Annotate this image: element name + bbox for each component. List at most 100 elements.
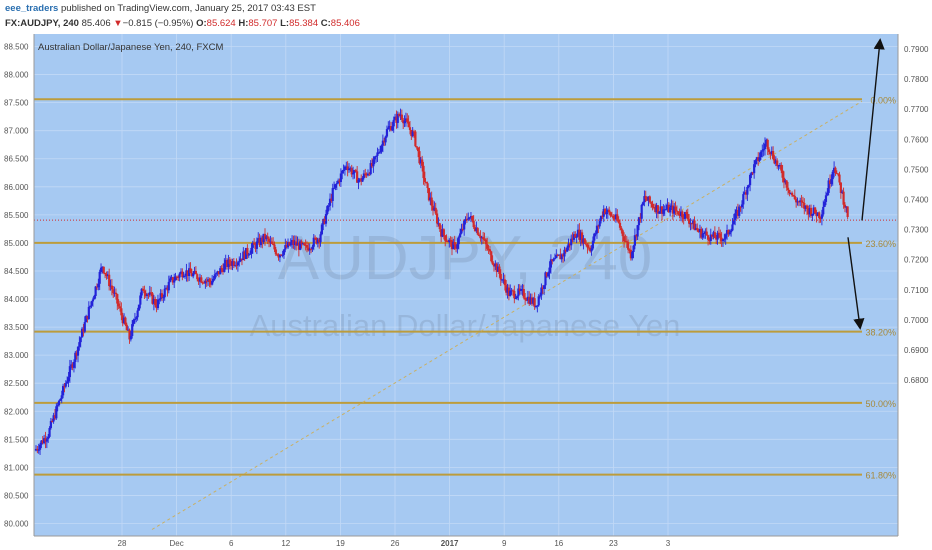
candle-body xyxy=(284,245,287,250)
fibonacci-levels[interactable]: 0.00% 23.60% 38.20% 50.00% 61.80% xyxy=(34,95,896,481)
price-chart[interactable]: AUDJPY, 240 Australian Dollar/Japanese Y… xyxy=(0,34,932,550)
candle-body xyxy=(536,305,539,307)
candle-body xyxy=(399,114,402,116)
candle-body xyxy=(746,186,749,195)
right-axis-panel xyxy=(898,34,932,550)
candle-body xyxy=(444,235,447,241)
time-axis[interactable]: 28 Dec 6 12 19 26 2017 9 16 23 3 xyxy=(34,535,898,550)
left-price-axis[interactable]: 88.500 88.000 87.500 87.000 86.500 86.000 85.5… xyxy=(4,34,35,536)
candle-body xyxy=(51,420,54,422)
right-axis-tick-label: 0.7200 xyxy=(904,256,929,265)
symbol-watermark: AUDJPY, 240 Australian Dollar/Japanese Y… xyxy=(250,224,681,343)
candle-body xyxy=(415,146,418,148)
candle-body xyxy=(675,210,679,212)
candle-body xyxy=(151,293,154,304)
time-axis-tick-label: Dec xyxy=(169,539,183,548)
candle-body xyxy=(289,242,292,246)
author-link[interactable]: eee_traders xyxy=(5,3,59,14)
left-axis-tick-label: 82.500 xyxy=(4,379,29,388)
candle-body xyxy=(498,266,501,274)
candle-body xyxy=(450,240,454,250)
candle-body xyxy=(681,211,684,218)
candle-body xyxy=(594,233,597,235)
chart-header: eee_traders published on TradingView.com… xyxy=(0,0,932,34)
candle-body xyxy=(396,113,399,123)
candle-body xyxy=(201,282,204,284)
candle-body xyxy=(790,192,794,196)
candle-body xyxy=(560,254,563,260)
candle-body xyxy=(215,273,218,275)
time-axis-tick-label: 2017 xyxy=(441,539,459,548)
candle-body xyxy=(120,308,123,316)
low-value: 85.384 xyxy=(289,18,319,29)
candle-body xyxy=(299,241,302,250)
candle-body xyxy=(231,261,234,266)
candle-body xyxy=(510,290,513,292)
candle-body xyxy=(625,241,628,243)
candle-body xyxy=(627,242,630,250)
candle-body xyxy=(235,265,238,267)
candle-body xyxy=(599,215,603,222)
candle-body xyxy=(232,261,235,266)
time-axis-tick-label: 19 xyxy=(336,539,345,548)
candle-body xyxy=(74,352,77,362)
candle-body xyxy=(692,220,695,224)
right-price-axis[interactable]: 0.7900 0.7800 0.7700 0.7600 0.7500 0.7400 0.73… xyxy=(897,34,929,536)
candle-body xyxy=(349,168,352,170)
symbol-label[interactable]: FX:AUDJPY, 240 xyxy=(5,18,79,29)
time-axis-tick-label: 16 xyxy=(554,539,563,548)
candle-body xyxy=(670,205,673,208)
candle-body xyxy=(568,243,571,246)
candle-body xyxy=(538,295,542,297)
candle-body xyxy=(467,218,470,220)
candle-body xyxy=(166,287,169,291)
candle-body xyxy=(314,237,317,239)
candle-body xyxy=(453,241,456,245)
left-axis-tick-label: 85.000 xyxy=(4,239,29,248)
candle-body xyxy=(643,196,646,203)
candle-body xyxy=(292,239,295,245)
candle-body xyxy=(152,299,155,304)
candle-body xyxy=(206,279,210,281)
candle-body xyxy=(246,247,249,255)
candle-body xyxy=(267,238,271,242)
candle-body xyxy=(342,169,345,171)
trend-line[interactable] xyxy=(151,100,863,530)
candle-body xyxy=(757,157,760,161)
candle-body xyxy=(385,129,389,137)
left-axis-tick-label: 88.000 xyxy=(4,71,29,80)
candle-body xyxy=(571,238,574,240)
right-axis-tick-label: 0.6900 xyxy=(904,346,929,355)
candle-body xyxy=(506,287,509,293)
candle-body xyxy=(763,143,767,150)
candle-body xyxy=(622,236,626,242)
candle-body xyxy=(125,324,128,331)
candle-body xyxy=(381,140,384,146)
candle-body xyxy=(655,205,658,212)
candle-body xyxy=(503,279,506,286)
left-axis-tick-label: 81.000 xyxy=(4,463,29,472)
candle-body xyxy=(375,155,378,157)
fib-level-label: 38.20% xyxy=(865,328,896,338)
candle-body xyxy=(731,224,734,231)
candle-body xyxy=(293,241,296,245)
candle-body xyxy=(570,238,573,246)
candle-body xyxy=(830,179,833,184)
candle-body xyxy=(673,206,676,214)
left-axis-tick-label: 84.000 xyxy=(4,295,29,304)
candle-body xyxy=(104,272,107,275)
candle-body xyxy=(826,192,829,196)
candle-body xyxy=(532,298,535,304)
candle-body xyxy=(781,170,784,178)
candle-body xyxy=(671,205,674,214)
candle-body xyxy=(400,114,403,120)
candle-body xyxy=(501,279,504,281)
candle-body xyxy=(198,277,202,282)
candle-body xyxy=(320,224,324,235)
projection-arrows[interactable] xyxy=(847,38,885,330)
candle-body xyxy=(728,232,731,235)
candle-body xyxy=(132,319,135,325)
candle-body xyxy=(265,236,268,240)
candle-body xyxy=(551,259,554,262)
candle-body xyxy=(688,219,691,224)
